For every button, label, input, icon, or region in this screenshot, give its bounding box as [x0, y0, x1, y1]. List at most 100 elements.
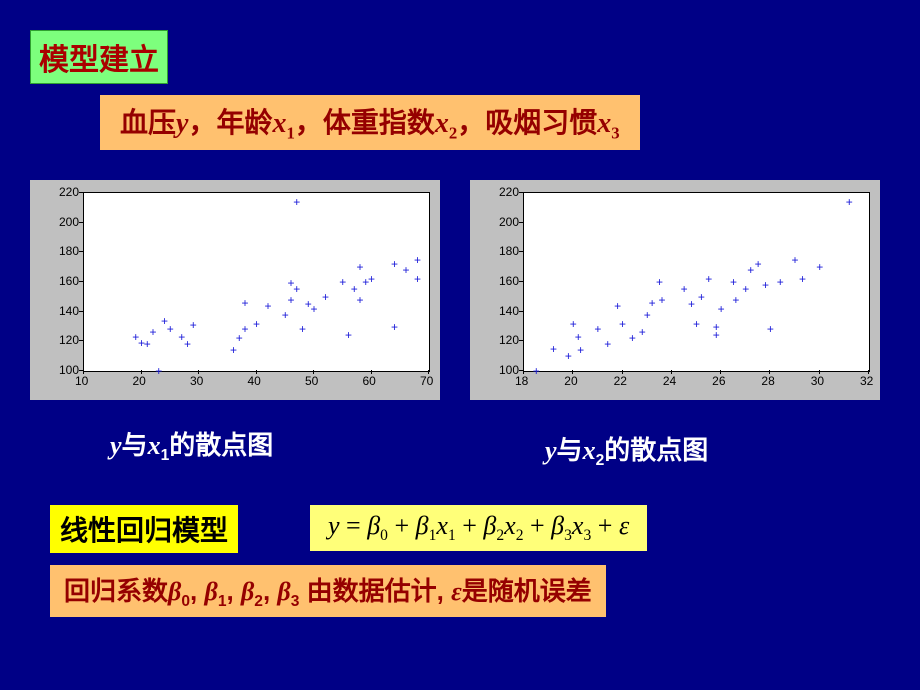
y-tick-label: 200 [499, 215, 519, 229]
x-tick-label: 30 [811, 374, 824, 388]
scatter-point: + [190, 319, 197, 331]
scatter-point: + [688, 298, 695, 310]
scatter-point: + [577, 344, 584, 356]
scatter-point: + [414, 273, 421, 285]
scatter-point: + [391, 321, 398, 333]
x-tick-label: 20 [564, 374, 577, 388]
scatter-point: + [570, 318, 577, 330]
regression-formula: y = β0 + β1x1 + β2x2 + β3x3 + ε [310, 505, 647, 551]
scatter-point: + [184, 338, 191, 350]
scatter-point: + [755, 258, 762, 270]
x-tick-label: 60 [363, 374, 376, 388]
scatter-point: + [698, 291, 705, 303]
scatter-point: + [368, 273, 375, 285]
subtitle-box: 血压y，年龄x1，体重指数x2，吸烟习惯x3 [100, 95, 640, 150]
y-tick-label: 180 [59, 244, 79, 258]
x-tick-label: 22 [614, 374, 627, 388]
scatter-point: + [656, 276, 663, 288]
scatter-point: + [310, 303, 317, 315]
plot-area-2: ++++++++++++++++++++++++++++++++++++ [523, 192, 870, 372]
scatter-point: + [138, 337, 145, 349]
scatter-point: + [293, 196, 300, 208]
scatter-point: + [391, 258, 398, 270]
scatter-point: + [619, 318, 626, 330]
y-tick-label: 160 [499, 274, 519, 288]
scatter-point: + [614, 300, 621, 312]
scatter-point: + [639, 326, 646, 338]
scatter-point: + [658, 294, 665, 306]
x-tick-label: 40 [248, 374, 261, 388]
x-tick-label: 50 [305, 374, 318, 388]
y-tick-label: 220 [499, 185, 519, 199]
scatter-point: + [253, 318, 260, 330]
scatter-point: + [846, 196, 853, 208]
scatter-point: + [732, 294, 739, 306]
y-tick-label: 220 [59, 185, 79, 199]
scatter-chart-2: ++++++++++++++++++++++++++++++++++++ 100… [470, 180, 880, 400]
scatter-point: + [713, 321, 720, 333]
scatter-point: + [742, 283, 749, 295]
scatter-point: + [293, 283, 300, 295]
x-tick-label: 26 [712, 374, 725, 388]
x-tick-label: 10 [75, 374, 88, 388]
x-tick-label: 30 [190, 374, 203, 388]
scatter-point: + [604, 338, 611, 350]
scatter-point: + [339, 276, 346, 288]
scatter-point: + [167, 323, 174, 335]
scatter-point: + [149, 326, 156, 338]
scatter-point: + [155, 365, 162, 377]
scatter-point: + [644, 309, 651, 321]
scatter-point: + [299, 323, 306, 335]
scatter-point: + [402, 264, 409, 276]
scatter-point: + [762, 279, 769, 291]
scatter-point: + [799, 273, 806, 285]
scatter-point: + [777, 276, 784, 288]
scatter-point: + [816, 261, 823, 273]
scatter-point: + [705, 273, 712, 285]
lr-label: 线性回归模型 [50, 505, 238, 553]
scatter-point: + [414, 254, 421, 266]
scatter-point: + [322, 291, 329, 303]
y-tick-label: 180 [499, 244, 519, 258]
scatter-point: + [345, 329, 352, 341]
scatter-point: + [575, 331, 582, 343]
var-x3: x [597, 108, 611, 139]
x-tick-label: 18 [515, 374, 528, 388]
scatter-point: + [718, 303, 725, 315]
subtitle-text: 血压 [120, 108, 176, 139]
var-x2: x [435, 108, 449, 139]
scatter-point: + [792, 254, 799, 266]
x-tick-label: 20 [133, 374, 146, 388]
x-tick-label: 28 [761, 374, 774, 388]
y-tick-label: 120 [499, 333, 519, 347]
scatter-point: + [356, 294, 363, 306]
scatter-point: + [693, 318, 700, 330]
scatter-point: + [649, 297, 656, 309]
scatter-point: + [747, 264, 754, 276]
scatter-point: + [681, 283, 688, 295]
scatter-point: + [282, 309, 289, 321]
scatter-point: + [730, 276, 737, 288]
y-tick-label: 160 [59, 274, 79, 288]
var-y: y [176, 108, 188, 139]
x-tick-label: 24 [663, 374, 676, 388]
x-tick-label: 32 [860, 374, 873, 388]
x-tick-label: 70 [420, 374, 433, 388]
scatter-point: + [264, 300, 271, 312]
scatter-point: + [356, 261, 363, 273]
y-tick-label: 120 [59, 333, 79, 347]
y-tick-label: 200 [59, 215, 79, 229]
scatter-point: + [533, 365, 540, 377]
var-x1: x [272, 108, 286, 139]
scatter-point: + [565, 350, 572, 362]
y-tick-label: 140 [499, 304, 519, 318]
scatter-point: + [629, 332, 636, 344]
scatter-point: + [767, 323, 774, 335]
scatter-chart-1: +++++++++++++++++++++++++++++++++++++ 10… [30, 180, 440, 400]
scatter-point: + [550, 343, 557, 355]
scatter-point: + [230, 344, 237, 356]
footer-box: 回归系数β0, β1, β2, β3 由数据估计, ε是随机误差 [50, 565, 606, 617]
chart1-caption: y与x1的散点图 [110, 425, 273, 465]
y-tick-label: 140 [59, 304, 79, 318]
chart2-caption: y与x2的散点图 [545, 430, 708, 470]
